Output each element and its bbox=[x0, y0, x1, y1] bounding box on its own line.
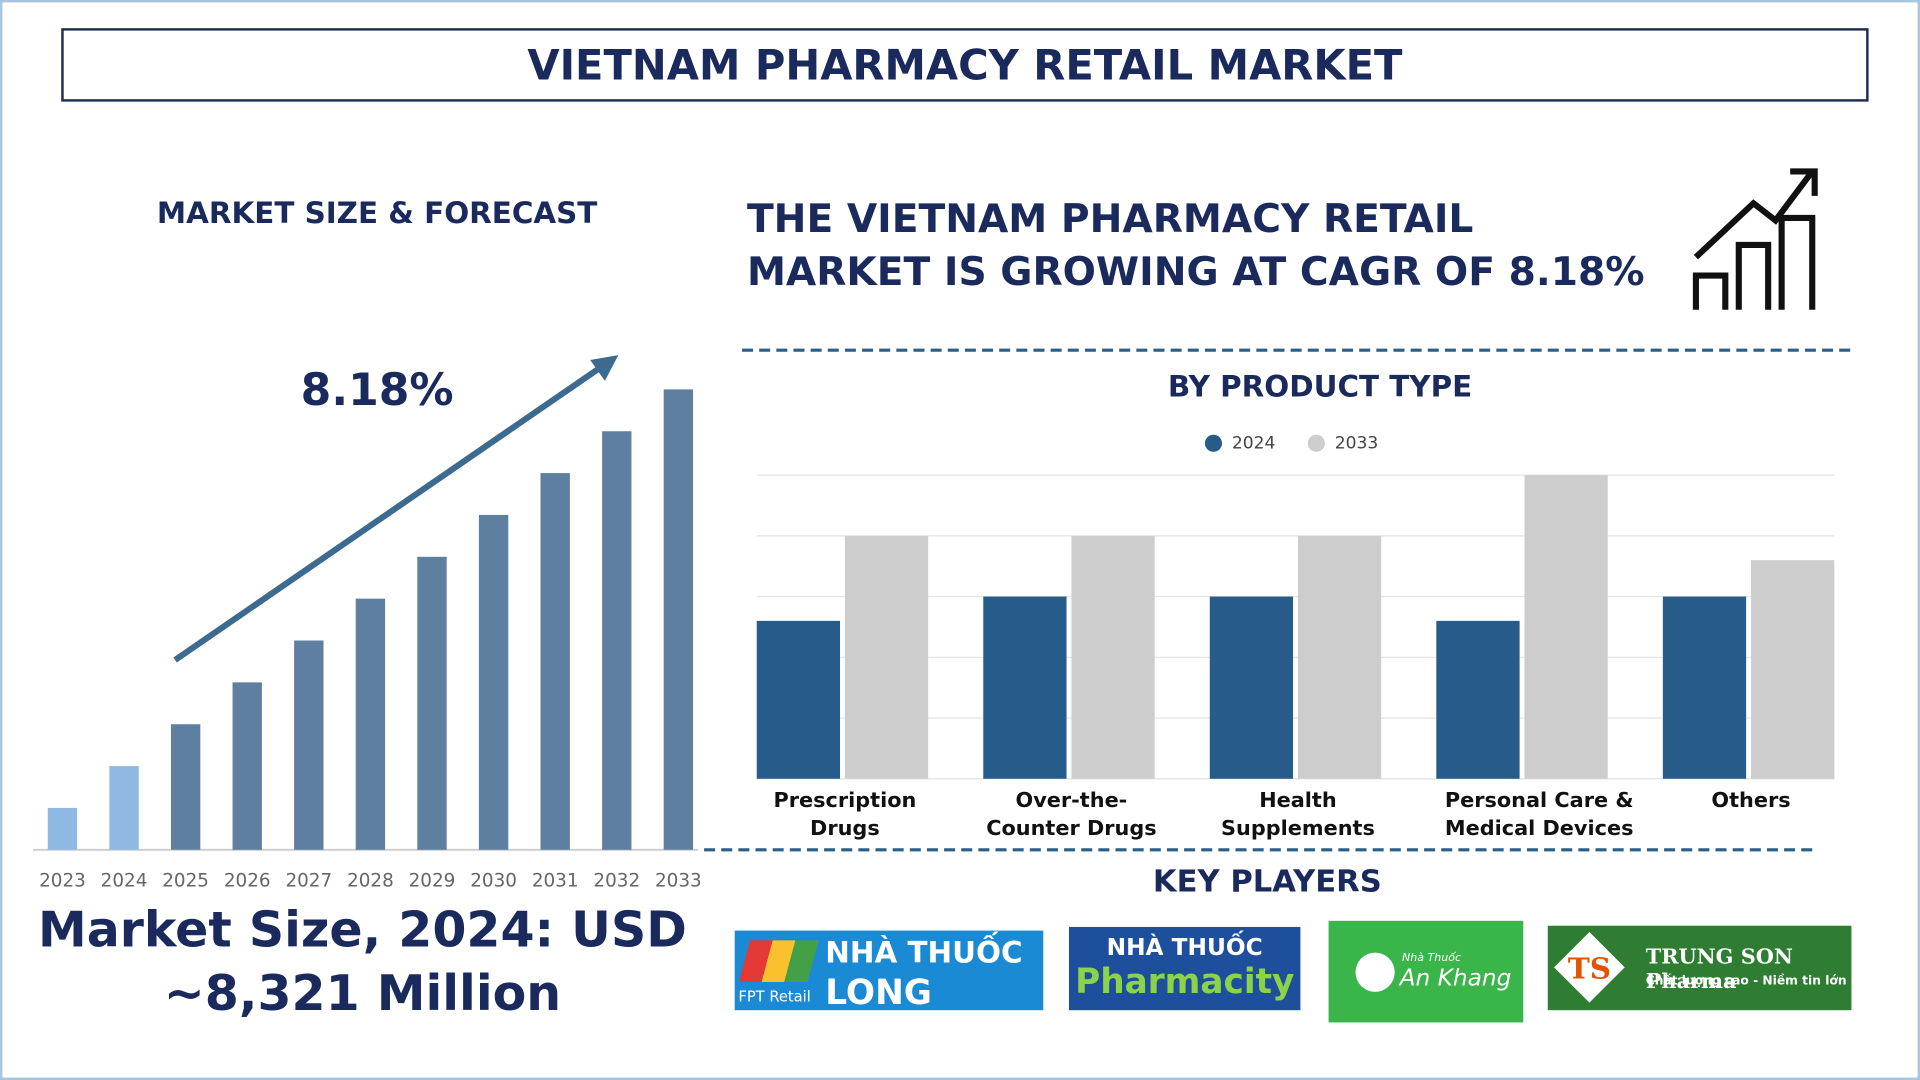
logo-text: Pharmacity bbox=[1075, 961, 1295, 1002]
bar bbox=[1071, 535, 1155, 779]
x-tick-label: 2029 bbox=[409, 871, 456, 892]
logo-text: Nhà Thuốc bbox=[1402, 952, 1462, 965]
x-tick-label: Over-the-Counter Drugs bbox=[986, 788, 1157, 842]
x-tick-label: 2033 bbox=[655, 871, 702, 892]
chart-title: BY PRODUCT TYPE bbox=[1168, 370, 1472, 404]
logo-long-chau: NHÀ THUỐC LONG CHÂU FPT Retail bbox=[734, 930, 1044, 1053]
x-tick-label: 2031 bbox=[532, 871, 579, 892]
bar bbox=[1297, 535, 1382, 779]
bar bbox=[602, 431, 632, 850]
x-tick-label: 2032 bbox=[593, 871, 640, 892]
x-tick-label: 2026 bbox=[224, 871, 271, 892]
bar bbox=[1209, 596, 1294, 779]
headline: MARKET IS GROWING AT CAGR OF 8.18% bbox=[747, 250, 1645, 295]
logo-text: TS bbox=[1567, 950, 1611, 986]
bar bbox=[663, 389, 694, 850]
bar bbox=[1662, 596, 1747, 779]
logo-text: NHÀ THUỐC bbox=[825, 935, 1023, 970]
page-title: VIETNAM PHARMACY RETAIL MARKET bbox=[527, 41, 1403, 90]
x-tick-label: Health Supplements bbox=[1221, 788, 1375, 842]
title-box bbox=[61, 28, 1869, 102]
x-tick-label: 2023 bbox=[39, 871, 86, 892]
bar bbox=[540, 473, 570, 850]
bar bbox=[478, 514, 509, 850]
bar bbox=[47, 807, 78, 850]
logo-text: NHÀ THUỐC bbox=[1106, 934, 1263, 962]
legend-marker bbox=[1204, 434, 1223, 452]
bar bbox=[844, 535, 929, 779]
x-tick-label: Prescription Drugs bbox=[773, 788, 917, 842]
logo-mark bbox=[738, 940, 819, 983]
market-size: Market Size, 2024: USD bbox=[38, 902, 687, 959]
bar bbox=[983, 596, 1067, 779]
x-tick-label: Personal Care & Medical Devices bbox=[1444, 788, 1634, 842]
bar bbox=[756, 620, 841, 779]
legend-marker bbox=[1307, 434, 1325, 452]
legend-label: 2024 bbox=[1232, 433, 1276, 453]
chart-title: MARKET SIZE & FORECAST bbox=[157, 196, 597, 230]
bar bbox=[294, 640, 324, 850]
logo-an-khang: Nhà Thuốc An Khang bbox=[1328, 920, 1524, 1023]
bar bbox=[355, 598, 386, 850]
bar bbox=[170, 724, 201, 850]
logo-text: Chất lượng cao - Niềm tin lớn bbox=[1645, 974, 1847, 989]
x-tick-label: 2025 bbox=[162, 871, 209, 892]
bar bbox=[1436, 620, 1520, 779]
x-tick-label: 2024 bbox=[101, 871, 148, 892]
bar bbox=[232, 682, 262, 850]
key-players-title: KEY PLAYERS bbox=[1153, 864, 1382, 899]
headline: THE VIETNAM PHARMACY RETAIL bbox=[747, 197, 1473, 242]
logo-pharmacity: NHÀ THUỐC Pharmacity bbox=[1068, 926, 1301, 1011]
logo-text: FPT Retail bbox=[738, 988, 811, 1006]
market-size: ~8,321 Million bbox=[164, 965, 561, 1022]
x-tick-label: 2030 bbox=[470, 871, 517, 892]
cagr-arrow bbox=[173, 355, 619, 663]
logo-mark bbox=[1355, 952, 1395, 992]
x-tick-label: 2027 bbox=[285, 871, 332, 892]
legend-label: 2033 bbox=[1335, 433, 1379, 453]
logo-text: An Khang bbox=[1399, 964, 1512, 992]
x-tick-label: Others bbox=[1711, 788, 1791, 814]
bar bbox=[417, 556, 447, 850]
bar bbox=[1524, 475, 1608, 779]
growth-icon bbox=[1692, 168, 1818, 310]
logo-text: TRUNG SON Pharma bbox=[1645, 945, 1793, 995]
annotation: 8.18% bbox=[301, 365, 454, 416]
bar bbox=[1751, 560, 1835, 779]
bar bbox=[109, 766, 139, 850]
logo-trung-son: TS TRUNG SON Pharma Chất lượng cao - Niề… bbox=[1547, 925, 1852, 1011]
logo-text: LONG CHÂU bbox=[825, 972, 933, 1054]
x-tick-label: 2028 bbox=[347, 871, 394, 892]
